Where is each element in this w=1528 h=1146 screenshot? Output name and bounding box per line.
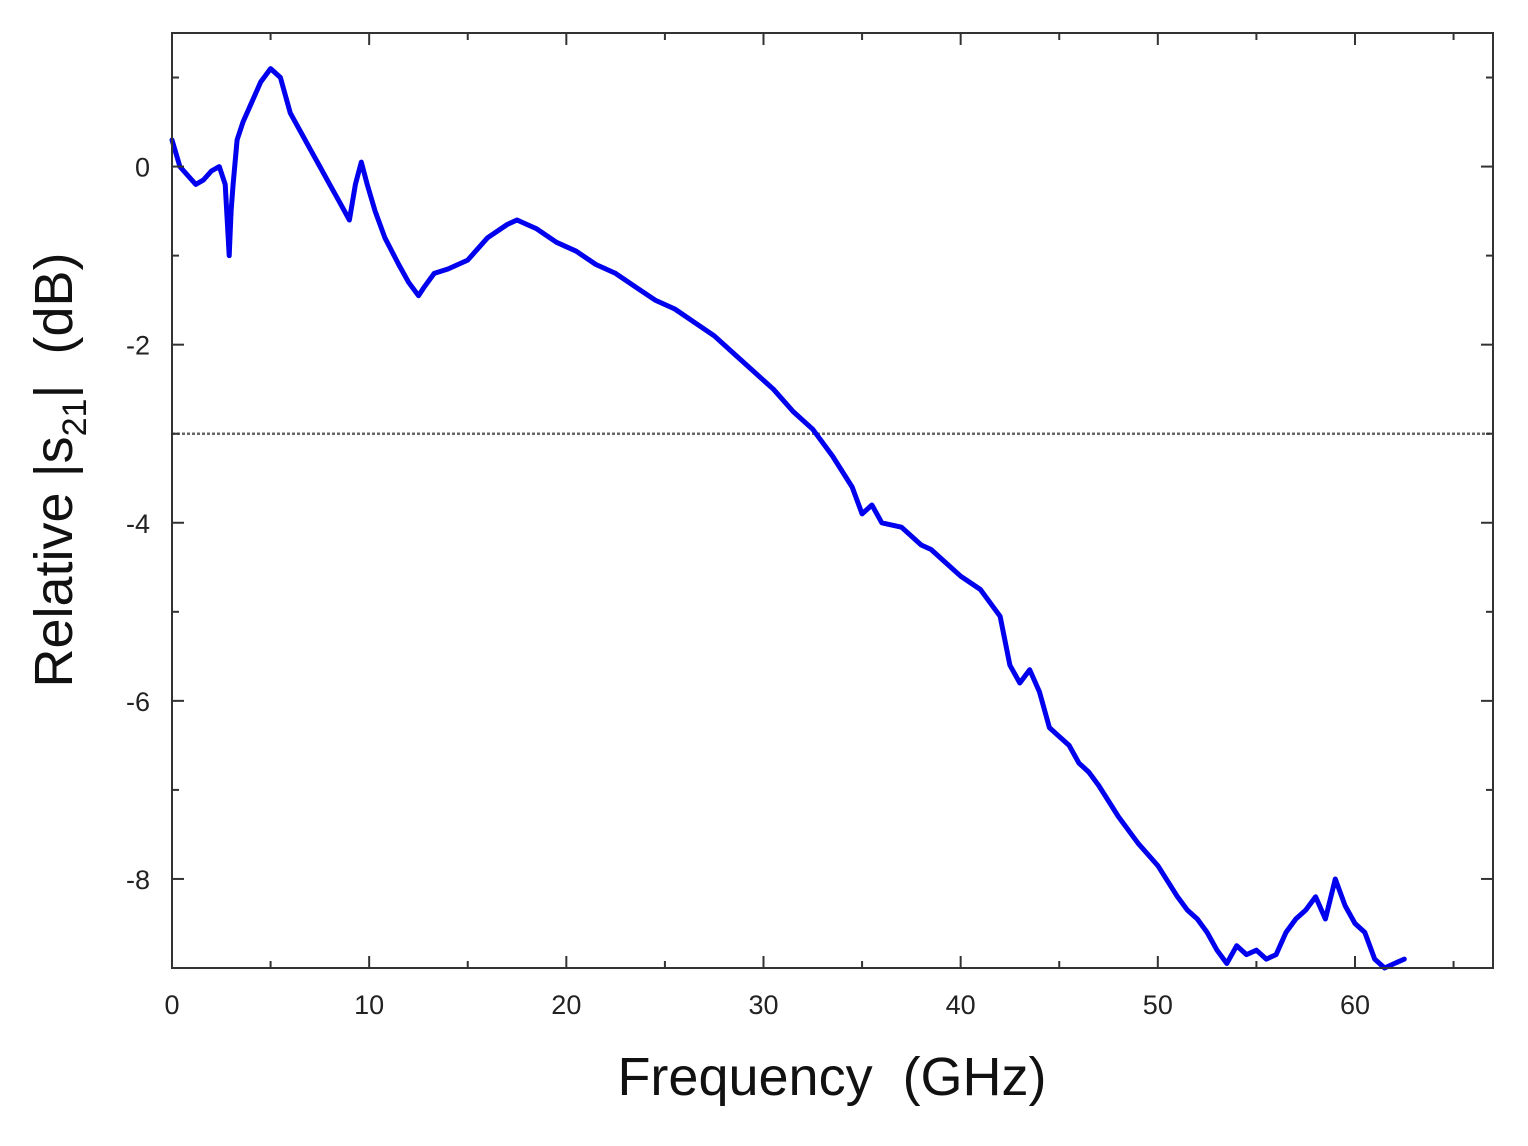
x-tick-label: 0: [164, 990, 179, 1020]
y-tick-label: 0: [135, 153, 150, 183]
y-axis-title-main: Relative |s: [24, 436, 84, 687]
y-tick-label: -2: [126, 331, 150, 361]
x-tick-label: 40: [946, 990, 976, 1020]
x-axis-title: Frequency (GHz): [617, 1047, 1046, 1107]
plot-frame: [171, 32, 1494, 969]
x-tick-label: 20: [551, 990, 581, 1020]
x-tick-label: 10: [354, 990, 384, 1020]
y-axis-title-subscript: 21: [56, 399, 94, 437]
y-tick-label: -6: [126, 687, 150, 717]
y-axis-title-tail: | (dB): [24, 252, 84, 398]
y-tick-label: -8: [126, 865, 150, 895]
y-tick-label: -4: [126, 509, 150, 539]
x-tick-label: 60: [1340, 990, 1370, 1020]
plot-background: [172, 33, 1493, 968]
y-axis-title: Relative |s21| (dB): [24, 252, 94, 687]
x-tick-label: 50: [1143, 990, 1173, 1020]
x-tick-label: 30: [748, 990, 778, 1020]
series-line-s21: [169, 66, 1407, 971]
